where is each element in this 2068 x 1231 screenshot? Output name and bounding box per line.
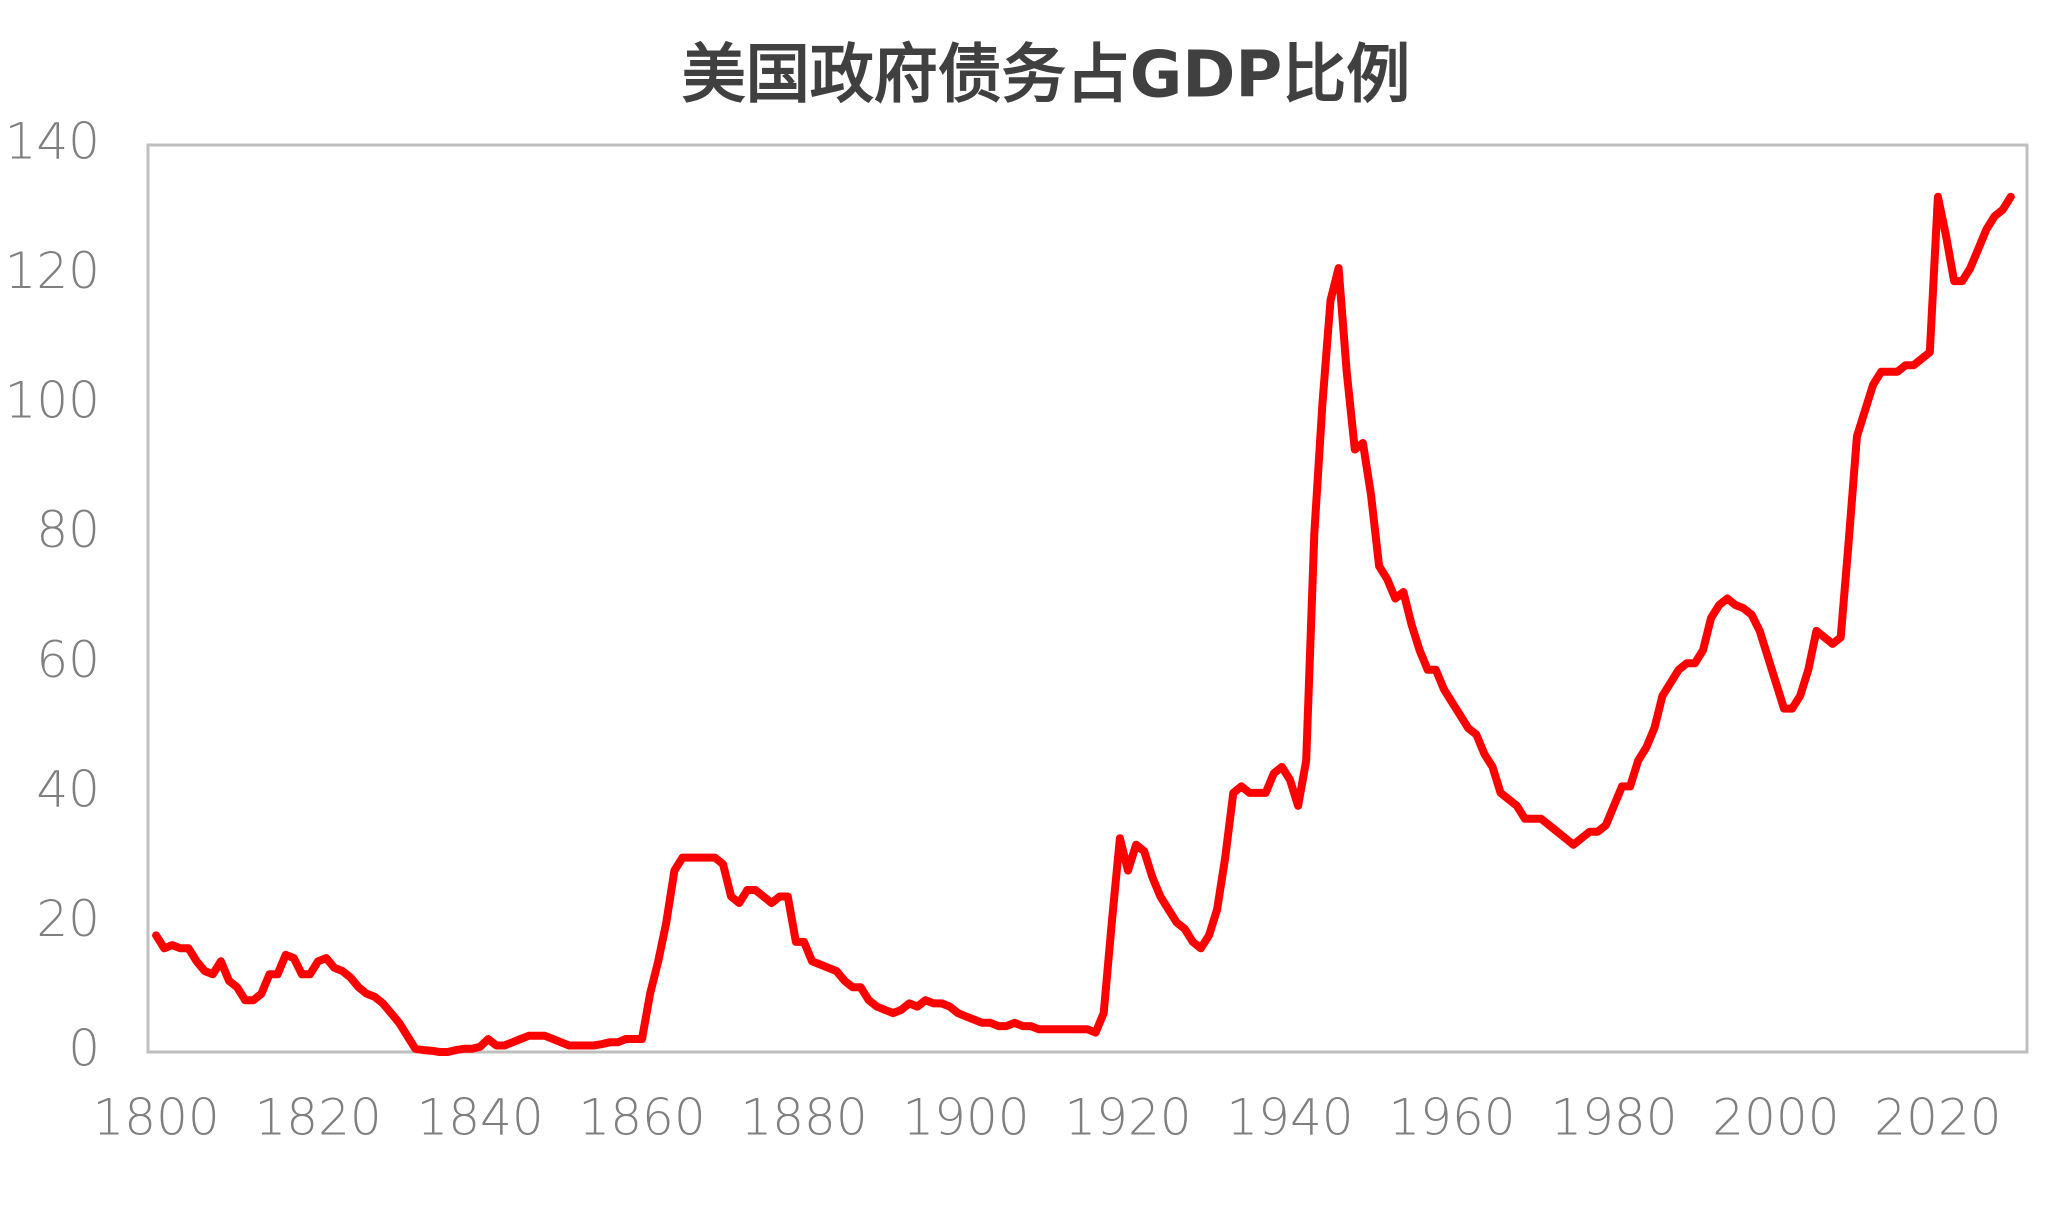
y-tick-label: 20 (36, 890, 100, 948)
x-tick-label: 1940 (1226, 1089, 1353, 1147)
x-tick-label: 1800 (92, 1089, 219, 1147)
y-tick-label: 60 (36, 631, 100, 689)
y-tick-label: 0 (68, 1020, 100, 1078)
y-tick-label: 140 (5, 113, 100, 171)
x-tick-label: 1860 (578, 1089, 705, 1147)
y-tick-label: 80 (36, 501, 100, 559)
x-tick-label: 1900 (902, 1089, 1029, 1147)
plot-frame (146, 143, 2029, 1054)
x-tick-label: 1820 (254, 1089, 381, 1147)
y-tick-label: 40 (36, 760, 100, 818)
chart-title: 美国政府债务占GDP比例 (682, 39, 1411, 113)
x-tick-label: 2000 (1712, 1089, 1839, 1147)
x-tick-label: 1920 (1064, 1089, 1191, 1147)
x-tick-label: 1980 (1550, 1089, 1677, 1147)
data-line (152, 192, 2015, 1056)
x-tick-label: 1840 (416, 1089, 543, 1147)
x-tick-label: 1880 (740, 1089, 867, 1147)
x-tick-label: 1960 (1388, 1089, 1515, 1147)
y-tick-label: 120 (5, 242, 100, 300)
x-tick-label: 2020 (1874, 1089, 2001, 1147)
y-tick-label: 100 (5, 372, 100, 430)
